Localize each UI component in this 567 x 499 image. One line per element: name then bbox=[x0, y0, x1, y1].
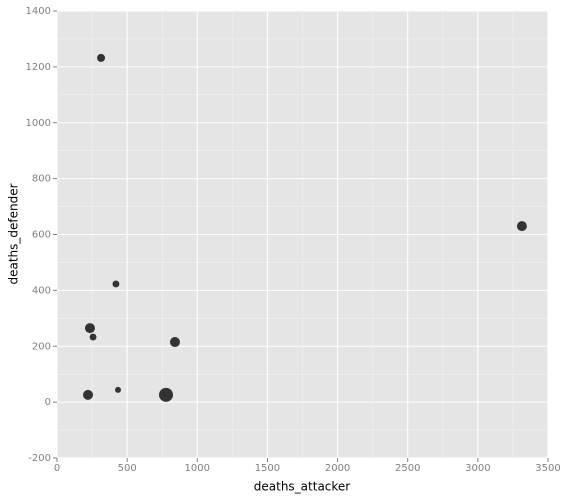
x-tick-label: 500 bbox=[118, 463, 137, 474]
point bbox=[159, 387, 174, 402]
x-tick-label: 2000 bbox=[325, 463, 350, 474]
point bbox=[97, 53, 106, 62]
y-axis-title: deaths_defender bbox=[7, 183, 21, 284]
point bbox=[84, 323, 95, 334]
x-tick-label: 1500 bbox=[255, 463, 280, 474]
x-tick-label: 1000 bbox=[185, 463, 210, 474]
y-tick-label: 0 bbox=[45, 397, 51, 408]
point bbox=[112, 280, 120, 288]
point bbox=[516, 221, 527, 232]
y-tick-label: 400 bbox=[32, 285, 51, 296]
x-tick-label: 0 bbox=[54, 463, 60, 474]
point bbox=[169, 337, 180, 348]
y-tick-label: 1000 bbox=[26, 118, 51, 129]
y-tick-label: 200 bbox=[32, 341, 51, 352]
x-tick-label: 2500 bbox=[395, 463, 420, 474]
point bbox=[115, 386, 122, 393]
point bbox=[83, 389, 94, 400]
x-tick-label: 3000 bbox=[465, 463, 490, 474]
y-tick-label: -200 bbox=[28, 453, 51, 464]
y-tick-label: 600 bbox=[32, 230, 51, 241]
x-axis-title: deaths_attacker bbox=[254, 480, 351, 494]
point bbox=[89, 333, 97, 341]
y-tick-label: 800 bbox=[32, 174, 51, 185]
y-tick-label: 1200 bbox=[26, 62, 51, 73]
y-tick-label: 1400 bbox=[26, 6, 51, 17]
x-tick-label: 3500 bbox=[535, 463, 560, 474]
